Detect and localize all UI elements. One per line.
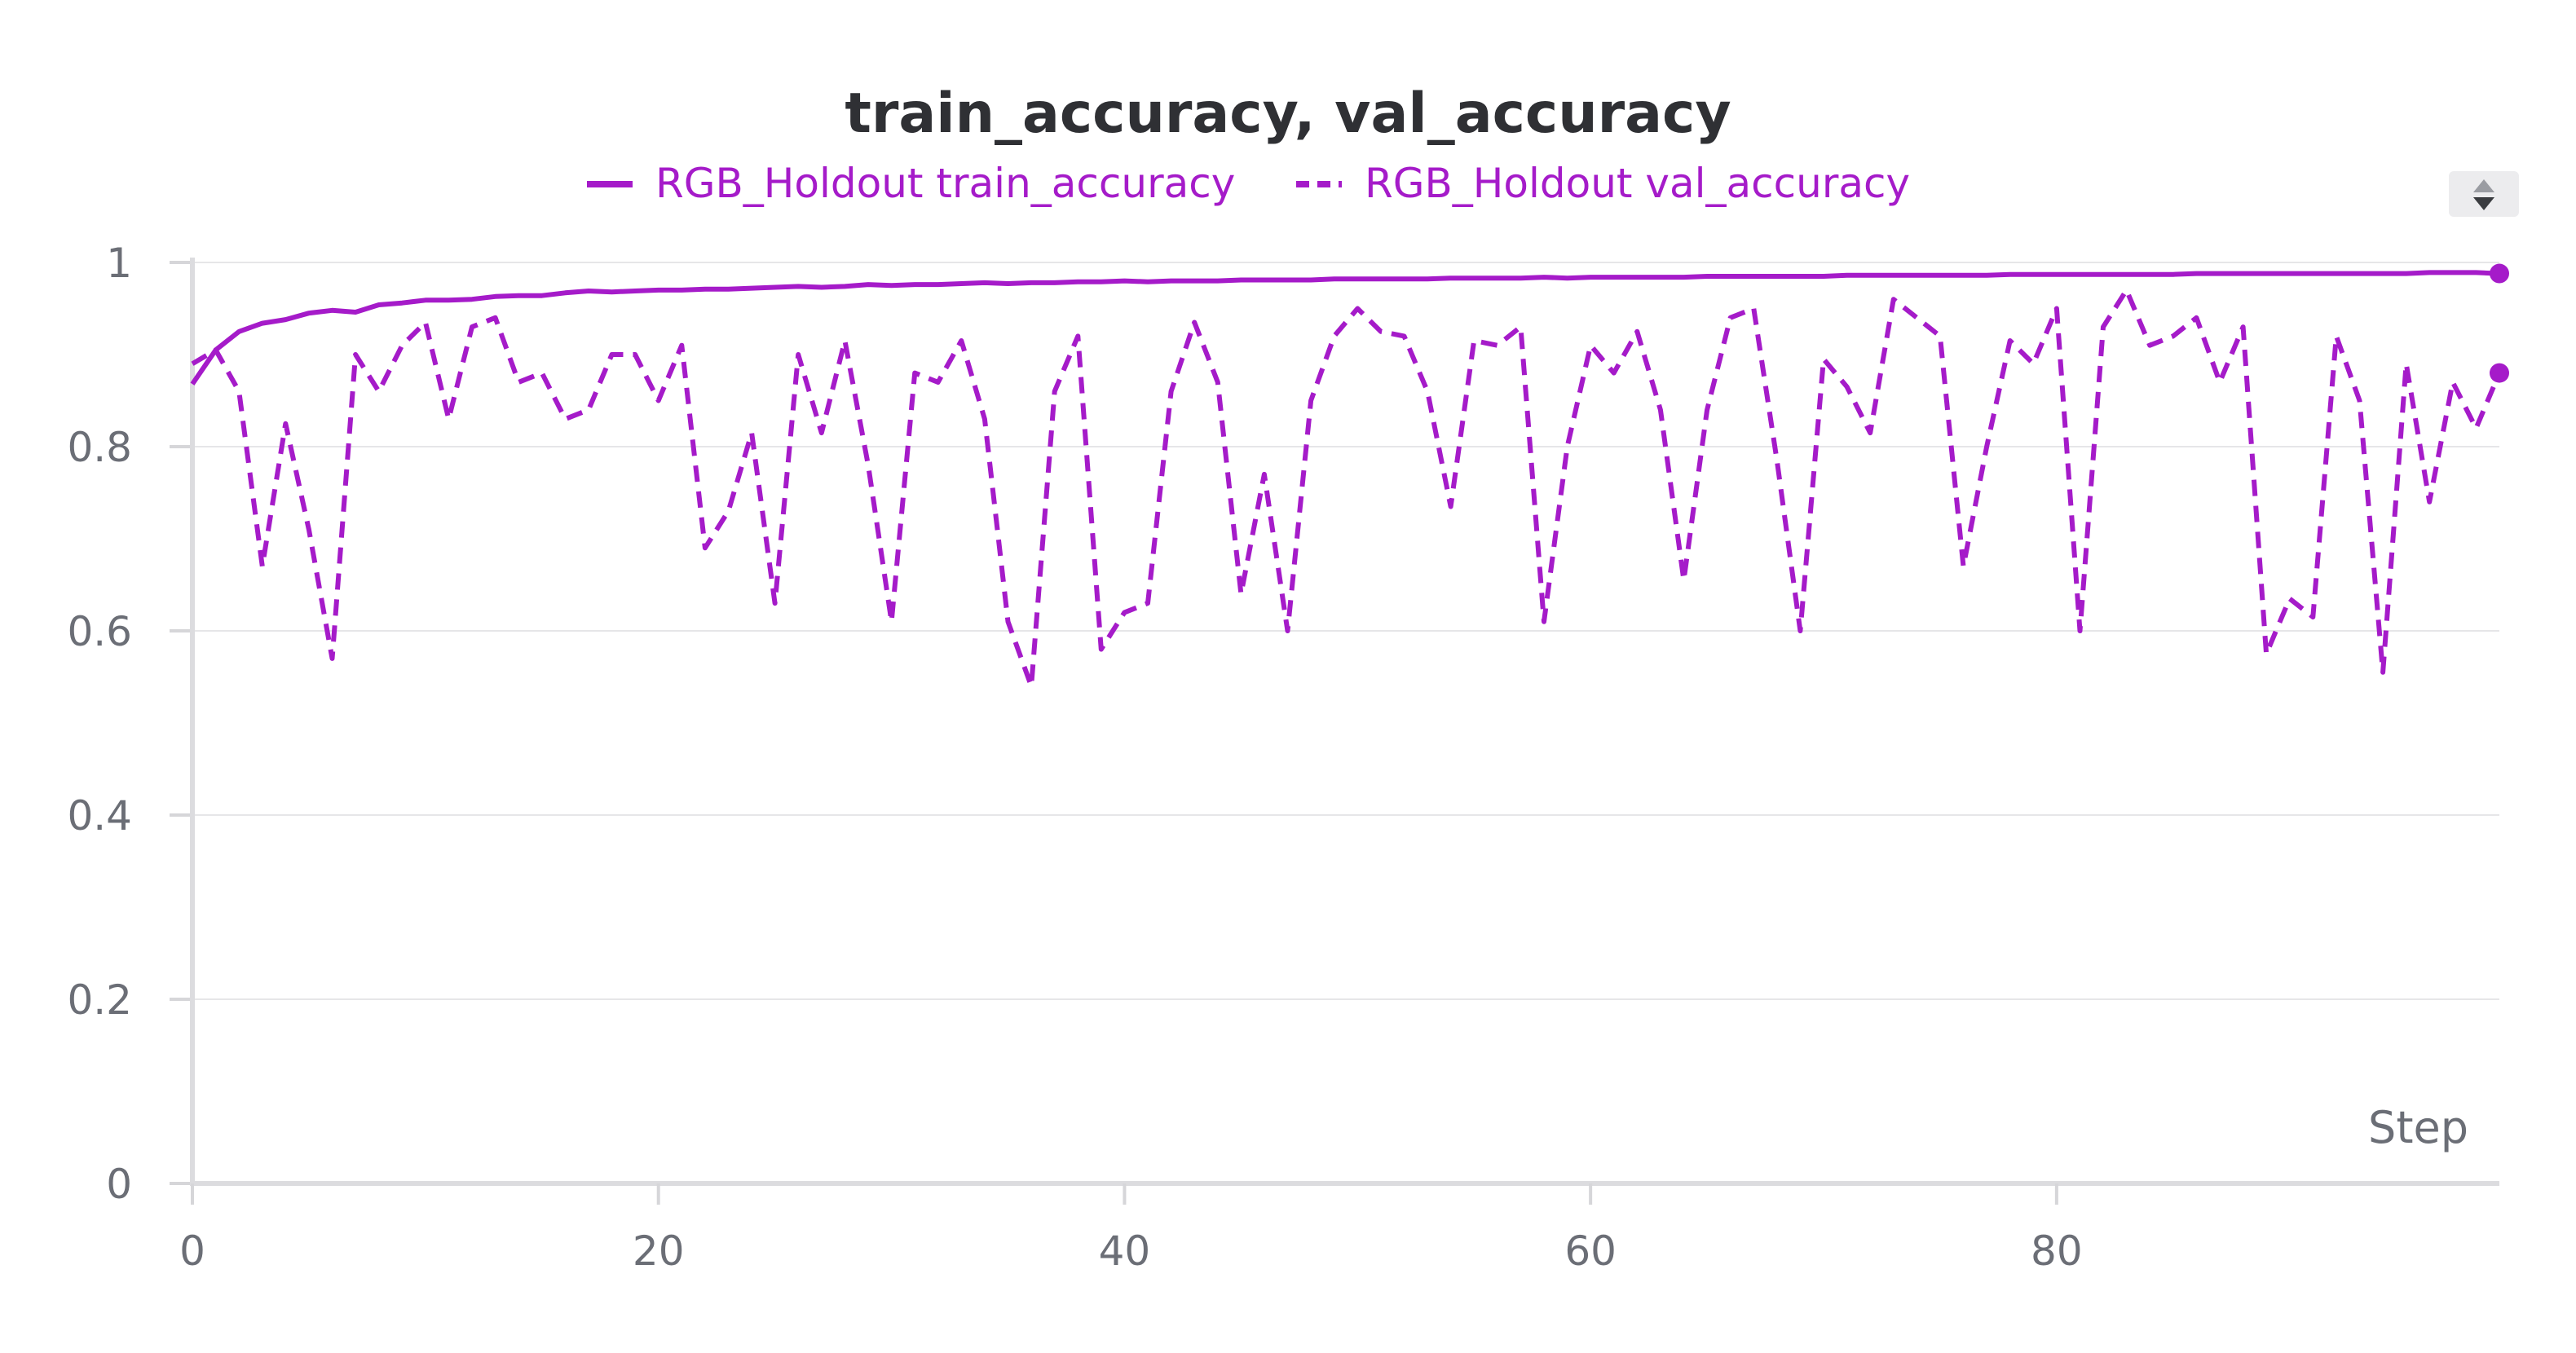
train-accuracy-line [190,270,2500,386]
sort-down-arrow-icon[interactable] [2473,197,2494,210]
tick-labels: 0 0.2 0.4 0.6 0.8 1 0 20 40 60 80 [67,240,2082,1275]
chart-title: train_accuracy, val_accuracy [845,82,1731,146]
x-axis-label: Step [2368,1102,2468,1153]
sort-up-arrow-icon[interactable] [2473,179,2494,192]
legend-label-val: RGB_Holdout val_accuracy [1365,160,1910,207]
legend-label-train: RGB_Holdout train_accuracy [655,160,1235,207]
x-tick-label: 20 [633,1227,685,1275]
y-tick-label: 0.8 [67,424,132,471]
grid-lines [192,262,2499,1000]
x-tick-label: 0 [179,1227,205,1275]
y-tick-label: 1 [106,240,132,287]
axes [170,258,2499,1205]
y-tick-label: 0.6 [67,608,132,655]
legend: RGB_Holdout train_accuracy RGB_Holdout va… [587,160,1910,207]
y-tick-label: 0.4 [67,792,132,840]
sort-arrows-background[interactable] [2449,171,2519,217]
val-accuracy-endpoint [2490,363,2509,383]
y-tick-label: 0 [106,1161,132,1208]
val-accuracy-line [191,287,2502,689]
series-lines [190,263,2509,689]
x-tick-label: 80 [2031,1227,2083,1275]
x-tick-label: 40 [1099,1227,1151,1275]
y-tick-label: 0.2 [67,976,132,1024]
x-tick-label: 60 [1564,1227,1617,1275]
sort-arrows-icon[interactable] [2449,171,2519,217]
train-accuracy-endpoint [2490,263,2509,284]
